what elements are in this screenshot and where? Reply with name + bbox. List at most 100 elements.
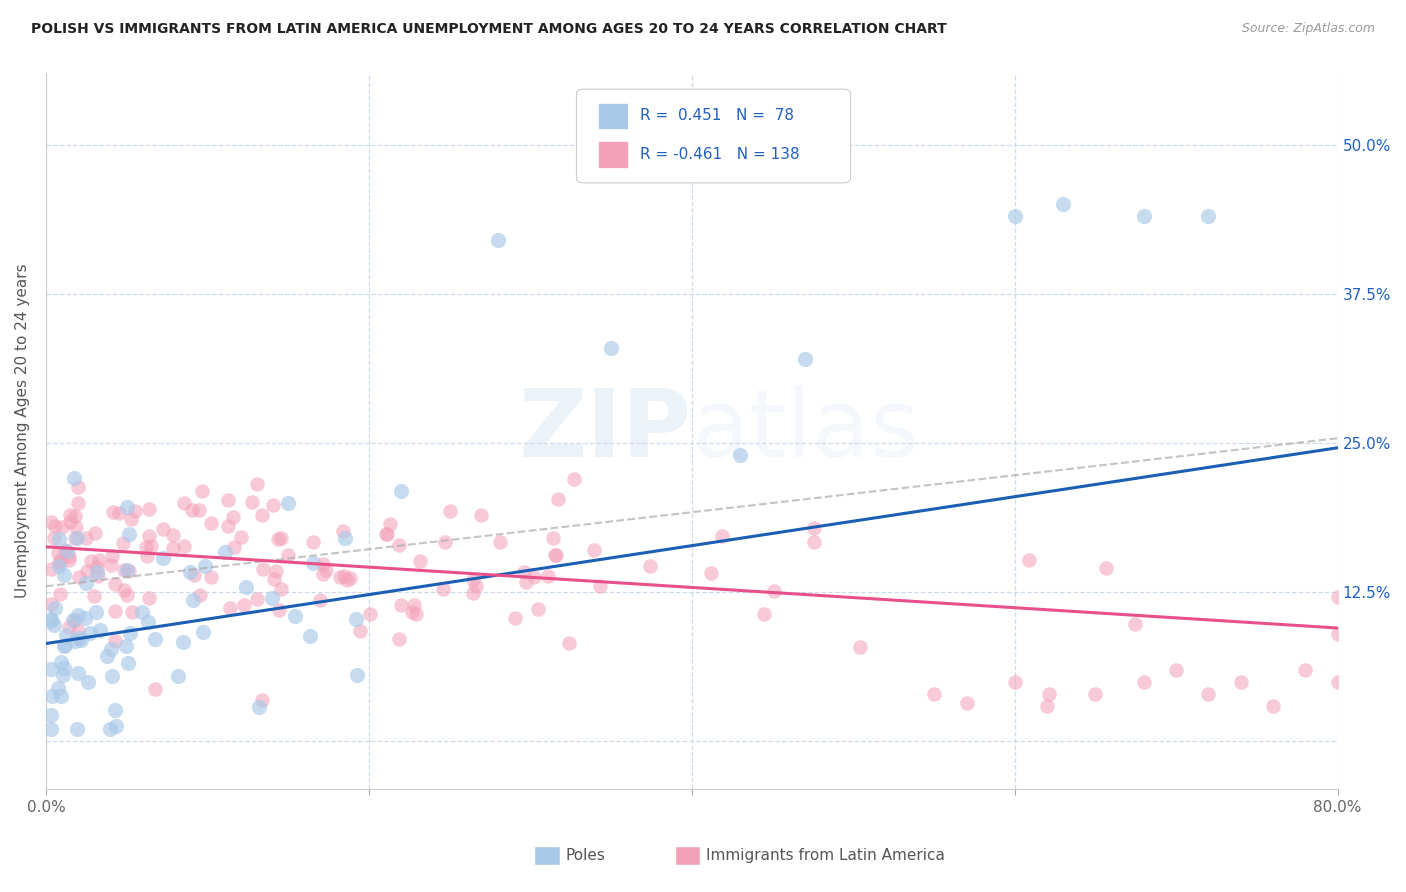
- Point: [1036, 698, 1059, 713]
- Point: [67, 666, 90, 681]
- Point: [42, 532, 65, 546]
- Point: [63, 613, 86, 627]
- Point: [66, 480, 89, 494]
- Point: [124, 504, 146, 518]
- Point: [118, 564, 141, 578]
- Point: [269, 603, 291, 617]
- Point: [87, 569, 110, 583]
- Point: [346, 668, 368, 682]
- Point: [246, 477, 269, 491]
- Point: [1018, 553, 1040, 567]
- Point: [349, 624, 371, 638]
- Point: [86, 559, 108, 574]
- Point: [138, 591, 160, 605]
- Point: [513, 565, 536, 579]
- Point: [1038, 687, 1060, 701]
- Point: [39, 562, 62, 576]
- Point: [80, 554, 103, 568]
- Point: [104, 634, 127, 648]
- Point: [1133, 209, 1156, 223]
- Point: [544, 549, 567, 563]
- Point: [246, 592, 269, 607]
- Point: [76, 564, 98, 578]
- Point: [96, 648, 118, 663]
- Point: [104, 703, 127, 717]
- Point: [262, 498, 284, 512]
- Point: [44, 518, 66, 533]
- Point: [118, 527, 141, 541]
- Point: [44, 618, 66, 632]
- Point: [48, 546, 70, 560]
- Point: [264, 564, 287, 578]
- Point: [55, 627, 77, 641]
- Point: [537, 569, 560, 583]
- Point: [217, 492, 239, 507]
- Point: [503, 611, 526, 625]
- Y-axis label: Unemployment Among Ages 20 to 24 years: Unemployment Among Ages 20 to 24 years: [15, 264, 30, 599]
- Point: [75, 532, 97, 546]
- Point: [143, 632, 166, 647]
- Point: [104, 604, 127, 618]
- Point: [432, 582, 454, 596]
- Point: [235, 580, 257, 594]
- Point: [389, 599, 412, 613]
- Point: [53, 639, 76, 653]
- Point: [1261, 698, 1284, 713]
- Point: [332, 524, 354, 539]
- Point: [312, 557, 335, 571]
- Point: [359, 607, 381, 621]
- Point: [58, 553, 80, 567]
- Point: [56, 544, 79, 558]
- Point: [65, 519, 87, 533]
- Point: [191, 625, 214, 640]
- Point: [1004, 674, 1026, 689]
- Point: [200, 516, 222, 530]
- Point: [162, 528, 184, 542]
- Point: [101, 669, 124, 683]
- Point: [59, 508, 82, 522]
- Point: [39, 515, 62, 529]
- Point: [250, 508, 273, 523]
- Point: [486, 233, 509, 247]
- Point: [114, 639, 136, 653]
- Point: [793, 352, 815, 367]
- Point: [181, 503, 204, 517]
- Point: [1326, 626, 1348, 640]
- Point: [252, 693, 274, 707]
- Point: [409, 554, 432, 568]
- Point: [190, 484, 212, 499]
- Point: [1125, 616, 1147, 631]
- Point: [558, 636, 581, 650]
- Point: [461, 573, 484, 587]
- Point: [162, 541, 184, 556]
- Point: [49, 553, 72, 567]
- Text: ZIP: ZIP: [519, 385, 692, 477]
- Point: [544, 548, 567, 562]
- Point: [252, 562, 274, 576]
- Point: [543, 531, 565, 545]
- Point: [200, 570, 222, 584]
- Point: [143, 682, 166, 697]
- Point: [53, 543, 76, 558]
- Point: [75, 611, 97, 625]
- Point: [217, 519, 239, 533]
- Point: [1095, 561, 1118, 575]
- Point: [172, 635, 194, 649]
- Point: [89, 553, 111, 567]
- Point: [219, 601, 242, 615]
- Point: [270, 582, 292, 596]
- Point: [98, 723, 121, 737]
- Point: [173, 496, 195, 510]
- Point: [302, 556, 325, 570]
- Point: [401, 605, 423, 619]
- Point: [58, 549, 80, 563]
- Point: [803, 535, 825, 549]
- Point: [63, 509, 86, 524]
- Point: [803, 521, 825, 535]
- Point: [309, 593, 332, 607]
- Point: [262, 591, 284, 605]
- Point: [83, 526, 105, 541]
- Point: [101, 505, 124, 519]
- Point: [39, 723, 62, 737]
- Point: [589, 579, 612, 593]
